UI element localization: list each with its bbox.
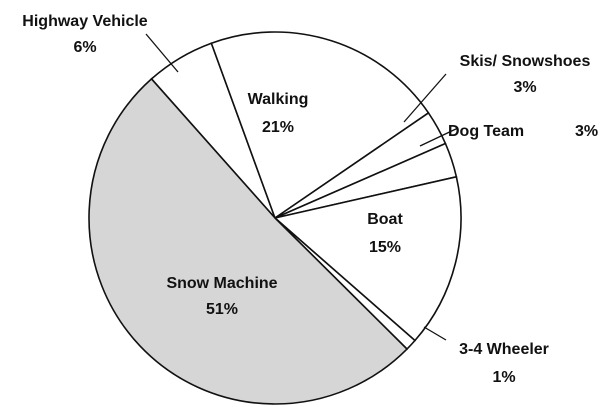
slice-label: 3-4 Wheeler [459,341,549,358]
slice [273,175,462,342]
value-label: 6% [73,39,96,56]
leader-line [423,326,447,341]
leader-line [403,73,447,123]
pie [88,31,462,405]
leader-line [419,127,459,147]
slice-label: Dog Team [448,123,524,140]
value-label: 1% [492,369,515,386]
slice-label: Skis/ Snowshoes [460,53,591,70]
value-label: 51% [206,301,238,318]
slice [210,31,430,220]
value-label: 3% [513,79,536,96]
value-label: 15% [369,239,401,256]
slice-label: Snow Machine [166,275,277,292]
value-label: 3% [575,123,598,140]
slice-label: Boat [367,211,403,228]
labels: Highway Vehicle 6% Walking 21% Skis/ Snowsho… [22,13,598,386]
value-label: 21% [262,119,294,136]
leader-line [145,33,179,73]
slice-label: Walking [248,91,309,108]
slice-label: Highway Vehicle [22,13,147,30]
slice [88,77,409,405]
